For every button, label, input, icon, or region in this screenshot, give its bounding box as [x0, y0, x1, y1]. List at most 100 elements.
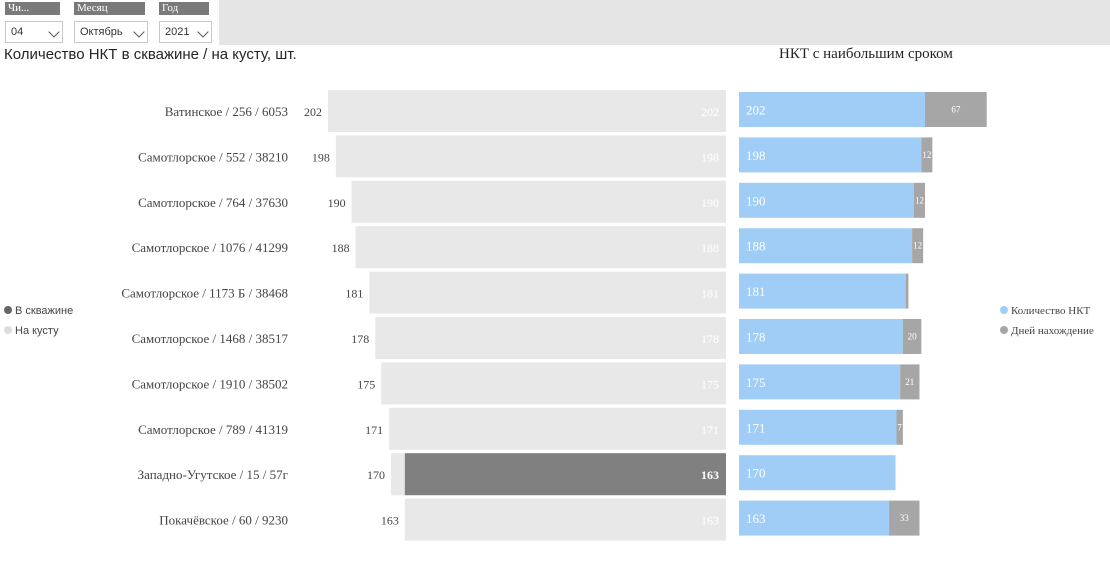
category-label: Самотлорское / 789 / 41319 — [138, 422, 288, 437]
data-label-in-bar: 178 — [701, 332, 719, 346]
bar-days — [902, 319, 922, 354]
bar-nkt-count — [739, 319, 903, 354]
bar-nkt-count — [739, 182, 914, 218]
bar-days — [925, 92, 987, 127]
data-label-nkt-count: 175 — [746, 375, 766, 390]
bar-on-pad — [355, 226, 726, 269]
left-bar-chart: Ватинское / 256 / 6053 202 202 Самотлорское… — [121, 90, 726, 541]
right-bar-chart: 202 67 198 12 190 12 188 12 181 178 20 175 21 171 7 170… — [739, 92, 987, 536]
bar-on-pad — [375, 317, 726, 359]
filter-bar-background — [219, 0, 1110, 45]
legend-days-icon — [1000, 326, 1008, 334]
legend-item-in-well[interactable]: В скважине — [4, 305, 73, 317]
year-slicer-value: 2021 — [165, 26, 190, 38]
bar-nkt-count — [739, 409, 897, 445]
category-label: Самотлорское / 552 / 38210 — [138, 149, 288, 164]
bar-on-pad — [389, 407, 726, 450]
month-slicer-value: Октябрь — [80, 26, 123, 38]
data-label-nkt-count: 202 — [746, 103, 766, 118]
data-label-nkt-count: 190 — [746, 193, 766, 208]
data-label-on-pad: 181 — [345, 287, 363, 301]
category-label: Самотлорское / 1468 / 38517 — [132, 331, 289, 346]
data-label-days: 20 — [908, 332, 918, 342]
data-label-on-pad: 190 — [328, 196, 346, 210]
data-label-in-bar: 163 — [701, 468, 719, 482]
data-label-on-pad: 188 — [332, 241, 350, 255]
data-label-in-bar: 163 — [701, 514, 719, 528]
data-label-nkt-count: 163 — [746, 511, 766, 526]
data-label-in-bar: 181 — [701, 287, 719, 301]
chevron-down-icon — [48, 26, 60, 38]
data-label-days: 12 — [922, 150, 931, 160]
bar-in-well — [404, 453, 726, 496]
bar-nkt-count — [739, 273, 906, 309]
bar-days — [921, 137, 933, 173]
bar-days — [905, 273, 909, 309]
data-label-in-bar: 175 — [701, 377, 719, 391]
category-label: Покачёвское / 60 / 9230 — [159, 513, 288, 528]
legend-item-days[interactable]: Дней нахождение — [1000, 325, 1094, 337]
category-label: Западно-Угутское / 15 / 57г — [138, 467, 288, 482]
legend-on-pad-label: На кусту — [15, 325, 59, 337]
data-label-nkt-count: 170 — [746, 466, 766, 481]
bar-on-pad — [404, 498, 726, 541]
chevron-down-icon — [133, 26, 145, 38]
bar-days — [896, 409, 903, 445]
category-label: Самотлорское / 764 / 37630 — [138, 195, 288, 210]
data-label-days: 21 — [905, 377, 914, 387]
data-label-days: 12 — [915, 195, 924, 205]
category-label: Самотлорское / 1910 / 38502 — [132, 376, 288, 391]
bar-on-pad — [328, 90, 726, 132]
data-label-days: 12 — [913, 241, 922, 251]
year-slicer-dropdown[interactable]: 2021 — [159, 21, 212, 43]
chevron-down-icon — [197, 26, 209, 38]
bar-on-pad — [335, 135, 726, 178]
day-slicer-dropdown[interactable]: 04 — [5, 21, 63, 43]
category-label: Ватинское / 256 / 6053 — [165, 104, 288, 119]
data-label-on-pad: 171 — [365, 423, 383, 437]
right-chart-title: НКТ с наибольшим сроком — [779, 46, 953, 62]
data-label-in-bar: 198 — [701, 150, 719, 164]
bar-nkt-count — [739, 137, 922, 173]
category-label: Самотлорское / 1076 / 41299 — [132, 240, 288, 255]
bar-nkt-count — [739, 228, 913, 264]
data-label-days: 67 — [951, 105, 961, 115]
bar-days — [913, 182, 925, 218]
data-label-in-bar: 190 — [701, 196, 719, 210]
month-slicer-dropdown[interactable]: Октябрь — [74, 21, 148, 43]
legend-item-nkt-count[interactable]: Количество НКТ — [1000, 305, 1090, 317]
bar-on-pad — [381, 362, 726, 405]
legend-on-pad-icon — [4, 326, 12, 334]
data-label-nkt-count: 181 — [746, 284, 766, 299]
legend-in-well-icon — [4, 306, 12, 314]
bar-on-pad — [369, 271, 726, 314]
year-slicer-title: Год — [159, 2, 209, 15]
data-label-on-pad: 170 — [367, 468, 385, 482]
left-chart-title: Количество НКТ в скважине / на кусту, шт… — [4, 46, 297, 63]
bar-days — [889, 500, 920, 536]
bar-nkt-count — [739, 500, 890, 536]
data-label-nkt-count: 198 — [746, 148, 766, 163]
month-slicer-title: Месяц — [74, 2, 145, 15]
data-label-in-bar: 188 — [701, 241, 719, 255]
day-slicer-value: 04 — [11, 26, 24, 38]
legend-item-on-pad[interactable]: На кусту — [4, 325, 59, 337]
data-label-nkt-count: 188 — [746, 239, 766, 254]
data-label-in-bar: 202 — [701, 105, 719, 119]
data-label-on-pad: 175 — [357, 377, 375, 391]
legend-in-well-label: В скважине — [15, 305, 74, 317]
bar-nkt-count — [739, 455, 896, 491]
data-label-in-bar: 171 — [701, 423, 719, 437]
legend-nkt-count-label: Количество НКТ — [1011, 305, 1091, 317]
data-label-on-pad: 163 — [381, 514, 399, 528]
category-label: Самотлорское / 1173 Б / 38468 — [121, 286, 288, 301]
bar-days — [900, 364, 920, 400]
day-slicer-title: Чи... — [5, 2, 60, 15]
data-label-nkt-count: 171 — [746, 420, 766, 435]
data-label-on-pad: 198 — [312, 150, 330, 164]
data-label-on-pad: 202 — [304, 105, 322, 119]
bar-on-pad — [351, 180, 726, 223]
legend-nkt-count-icon — [1000, 306, 1008, 314]
bar-days — [912, 228, 924, 264]
data-label-days: 7 — [897, 422, 902, 432]
